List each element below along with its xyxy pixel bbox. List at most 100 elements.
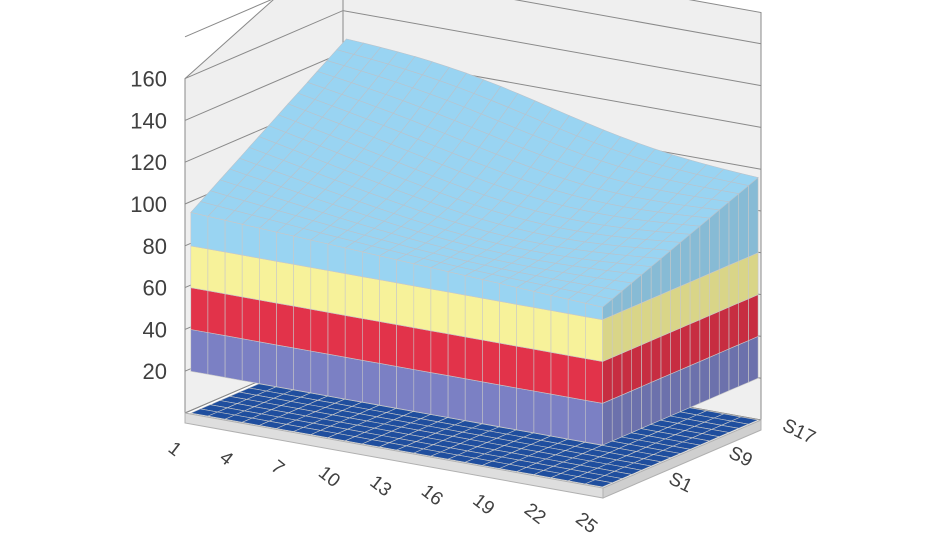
z-axis-tick-label: 40 bbox=[143, 317, 167, 342]
surface-side-wall bbox=[611, 352, 623, 400]
surface-side-wall bbox=[631, 302, 642, 350]
z-axis-tick-label: 100 bbox=[130, 192, 167, 217]
surface-front-wall bbox=[276, 231, 295, 265]
surface-front-wall bbox=[259, 257, 277, 304]
surface-front-wall bbox=[327, 311, 346, 358]
surface-front-wall bbox=[293, 263, 312, 310]
z-axis-tick-label: 80 bbox=[143, 234, 167, 259]
z-axis-tick-label: 160 bbox=[130, 67, 167, 92]
x-axis-tick-label: 1 bbox=[164, 438, 185, 461]
z-axis-tick-label: 20 bbox=[143, 359, 167, 384]
surface-side-wall bbox=[738, 298, 749, 346]
surface-side-wall bbox=[738, 256, 749, 304]
surface-side-wall bbox=[699, 315, 710, 362]
surface-front-wall bbox=[379, 279, 397, 325]
surface-front-wall bbox=[361, 318, 380, 364]
surface-front-wall bbox=[327, 353, 346, 400]
surface-front-wall bbox=[464, 336, 483, 383]
surface-front-wall bbox=[190, 245, 209, 292]
surface-side-wall bbox=[689, 319, 701, 367]
surface-front-wall bbox=[413, 369, 432, 415]
surface-front-wall bbox=[344, 247, 363, 278]
surface-side-wall bbox=[602, 356, 613, 404]
surface-front-wall bbox=[207, 290, 226, 336]
surface-side-wall bbox=[670, 369, 681, 417]
surface-front-wall bbox=[550, 351, 569, 398]
surface-side-wall bbox=[631, 344, 642, 392]
surface-side-wall bbox=[650, 335, 662, 383]
depth-axis-tick-label: S1 bbox=[665, 468, 695, 497]
surface-side-wall bbox=[631, 386, 642, 434]
surface-front-wall bbox=[533, 390, 552, 437]
surface-side-wall bbox=[718, 264, 730, 312]
surface-side-wall bbox=[728, 302, 740, 350]
surface-side-wall bbox=[728, 193, 740, 266]
surface-front-wall bbox=[567, 313, 586, 359]
surface-front-wall bbox=[447, 375, 466, 421]
surface-front-wall bbox=[447, 271, 466, 296]
x-axis-tick-label: 10 bbox=[314, 462, 344, 492]
depth-axis-tick-label: S9 bbox=[725, 443, 755, 472]
surface-front-wall bbox=[361, 359, 380, 406]
x-axis-tick-label: 22 bbox=[520, 499, 550, 529]
surface-side-wall bbox=[748, 252, 759, 300]
surface-front-wall bbox=[533, 348, 552, 395]
surface-side-wall bbox=[689, 277, 701, 325]
surface-front-wall bbox=[464, 275, 483, 299]
z-axis-tick-label: 60 bbox=[143, 276, 167, 301]
surface-front-wall bbox=[430, 267, 449, 293]
surface-front-wall bbox=[499, 384, 518, 431]
surface-front-wall bbox=[276, 260, 295, 307]
surface-side-wall bbox=[728, 260, 740, 308]
surface-front-wall bbox=[190, 287, 209, 333]
surface-side-wall bbox=[748, 335, 759, 383]
surface-side-wall bbox=[699, 217, 710, 279]
surface-side-wall bbox=[611, 394, 623, 442]
depth-axis-tick-label: S17 bbox=[779, 415, 819, 449]
x-axis-tick-label: 4 bbox=[215, 447, 237, 470]
surface-plot bbox=[190, 38, 759, 446]
surface-front-wall bbox=[327, 243, 346, 274]
surface-side-wall bbox=[602, 398, 613, 446]
surface-front-wall bbox=[224, 251, 243, 298]
surface-front-wall bbox=[379, 321, 397, 367]
surface-front-wall bbox=[447, 333, 466, 380]
surface-front-wall bbox=[241, 338, 260, 384]
surface-front-wall bbox=[379, 255, 397, 284]
surface-side-wall bbox=[660, 331, 671, 379]
surface-front-wall bbox=[516, 345, 535, 392]
surface-side-wall bbox=[709, 269, 720, 316]
surface-front-wall bbox=[550, 310, 569, 356]
surface-front-wall bbox=[190, 329, 209, 375]
surface-front-wall bbox=[361, 276, 380, 322]
surface-front-wall bbox=[293, 347, 312, 394]
surface-side-wall bbox=[718, 306, 730, 354]
surface-side-wall bbox=[709, 209, 720, 275]
x-axis-tick-label: 7 bbox=[267, 456, 288, 479]
surface-side-wall bbox=[679, 281, 691, 329]
surface-front-wall bbox=[516, 387, 535, 434]
surface-side-wall bbox=[709, 310, 720, 358]
surface-front-wall bbox=[413, 263, 432, 290]
surface-side-wall bbox=[689, 361, 701, 408]
surface-side-wall bbox=[699, 356, 710, 404]
surface-front-wall bbox=[482, 381, 500, 428]
surface-side-wall bbox=[738, 340, 749, 387]
surface-front-wall bbox=[533, 307, 552, 353]
surface-front-wall bbox=[259, 299, 277, 346]
surface-front-wall bbox=[430, 330, 449, 376]
surface-side-wall bbox=[641, 298, 652, 346]
surface-front-wall bbox=[310, 239, 329, 271]
surface-front-wall bbox=[259, 227, 277, 262]
surface-front-wall bbox=[516, 304, 535, 350]
surface-side-wall bbox=[718, 201, 730, 270]
surface-front-wall bbox=[207, 216, 226, 253]
surface-side-wall bbox=[650, 294, 662, 342]
x-axis-tick-label: 13 bbox=[366, 472, 396, 502]
floor-cell bbox=[584, 479, 614, 488]
surface-front-wall bbox=[499, 342, 518, 389]
x-axis-tick-label: 25 bbox=[571, 509, 601, 539]
surface-side-wall bbox=[621, 390, 633, 438]
surface-front-wall bbox=[293, 235, 312, 268]
